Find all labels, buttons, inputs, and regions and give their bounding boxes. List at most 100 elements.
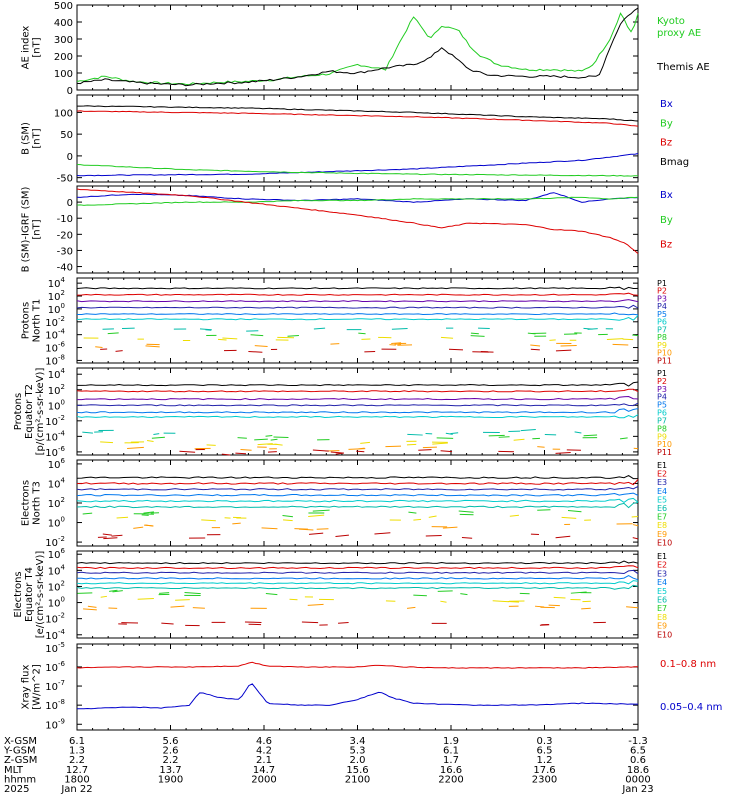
legend-e9: E9	[657, 530, 667, 539]
panel-frame-pn	[76, 277, 639, 364]
channel-segment-p11	[235, 452, 247, 455]
channel-segment-e8	[509, 514, 519, 517]
legend-e5: E5	[657, 495, 667, 504]
legend-e1: E1	[657, 552, 667, 561]
channel-line-e3	[76, 486, 639, 491]
channel-segment-p11	[330, 451, 344, 454]
legend-e2: E2	[657, 561, 667, 570]
channel-segment-p9	[217, 338, 227, 341]
y-axis-label: Xray flux	[21, 665, 32, 710]
channel-segment-p7	[407, 433, 423, 436]
channel-segment-e9	[144, 524, 154, 527]
y-axis-label: North T3	[32, 481, 43, 525]
y-tick-label: 400	[54, 18, 73, 29]
channel-segment-e10	[111, 534, 123, 537]
y-tick-label: 102	[48, 383, 65, 397]
legend-e2: E2	[657, 470, 667, 479]
y-tick-label: 10-9	[45, 717, 65, 731]
y-tick-label: -10	[57, 214, 73, 225]
channel-line-p6	[76, 315, 639, 321]
channel-segment-p10	[391, 342, 402, 345]
legend-p3: P3	[657, 294, 667, 303]
orbit-row-value: 14.7	[253, 765, 275, 776]
channel-segment-p8	[107, 332, 119, 335]
channel-segment-p11	[221, 453, 231, 456]
channel-segment-p8	[488, 434, 505, 437]
orbit-row-value: 6.1	[443, 746, 459, 757]
legend-p8: P8	[657, 333, 667, 342]
channel-segment-e9	[87, 605, 97, 608]
channel-segment-e10	[244, 621, 262, 624]
legend-p10: P10	[657, 349, 672, 358]
y-axis-label: Equator T4	[24, 567, 35, 622]
channel-segment-e9	[192, 607, 205, 609]
channel-segment-e7	[77, 592, 93, 594]
legend-by: By	[660, 215, 673, 226]
channel-segment-p9	[440, 336, 454, 339]
legend-kyoto-2: proxy AE	[657, 28, 701, 39]
orbit-row-value: 1.2	[537, 755, 553, 766]
channel-segment-e9	[442, 526, 458, 529]
series-line-by	[76, 164, 638, 177]
channel-line-p3	[76, 299, 639, 303]
orbit-row-value: 6.1	[69, 736, 85, 747]
orbit-row-value: 0000	[625, 774, 650, 785]
orbit-row-value: 18.6	[627, 765, 649, 776]
orbit-row-value: 6.5	[630, 746, 646, 757]
channel-line-p5	[77, 312, 639, 316]
channel-segment-p7	[445, 432, 453, 435]
channel-segment-p7	[450, 432, 459, 435]
legend-p10: P10	[657, 440, 672, 449]
channel-segment-p10	[95, 346, 103, 348]
y-tick-label: 104	[48, 563, 66, 577]
y-tick-label: 100	[48, 596, 65, 610]
channel-line-e3	[76, 569, 639, 575]
channel-line-p2	[76, 292, 639, 296]
legend-xray-long: 0.1–0.8 nm	[660, 659, 716, 670]
orbit-row-value: -1.3	[628, 736, 648, 747]
channel-line-p4	[76, 402, 639, 407]
orbit-row-value: 17.6	[533, 765, 555, 776]
orbit-row-value: 16.6	[440, 765, 462, 776]
series-line-bz	[76, 110, 639, 127]
y-tick-label: 10-8	[45, 698, 65, 712]
channel-segment-p8	[151, 436, 165, 439]
panel-frame-xray	[76, 643, 639, 731]
channel-segment-e7	[413, 594, 427, 597]
orbit-row-value: 1.7	[443, 755, 459, 766]
channel-segment-p10	[254, 345, 268, 348]
channel-segment-e7	[460, 593, 468, 596]
legend-p9: P9	[657, 432, 667, 441]
y-tick-label: -40	[57, 263, 73, 274]
legend-bx: Bx	[660, 99, 673, 110]
channel-line-e5	[76, 497, 639, 504]
channel-segment-p8	[270, 438, 278, 441]
channel-segment-p10	[240, 449, 252, 451]
legend-e10: E10	[657, 538, 672, 547]
legend-e9: E9	[657, 622, 667, 631]
channel-segment-p10	[560, 345, 577, 347]
legend-e3: E3	[657, 569, 667, 578]
y-tick-label: 10-6	[45, 660, 65, 674]
legend-p4: P4	[657, 393, 667, 402]
y-tick-label: 10-5	[45, 641, 65, 655]
channel-segment-p9	[606, 338, 624, 340]
orbit-row-value: Jan 22	[60, 784, 92, 795]
channel-segment-e7	[109, 589, 118, 592]
channel-segment-p8	[619, 437, 628, 440]
channel-segment-e9	[261, 527, 278, 530]
channel-segment-e8	[553, 596, 566, 599]
channel-segment-e8	[201, 519, 216, 522]
channel-segment-p8	[273, 436, 289, 439]
channel-segment-p9	[206, 444, 216, 446]
legend-e3: E3	[657, 478, 667, 487]
channel-segment-p10	[537, 446, 545, 448]
channel-segment-e8	[413, 518, 422, 521]
channel-segment-p9	[100, 441, 114, 444]
legend-p11: P11	[657, 356, 672, 365]
channel-segment-p9	[622, 338, 634, 341]
y-axis-label: North T1	[32, 299, 43, 343]
channel-segment-p11	[312, 449, 329, 452]
channel-segment-p10	[612, 343, 629, 346]
